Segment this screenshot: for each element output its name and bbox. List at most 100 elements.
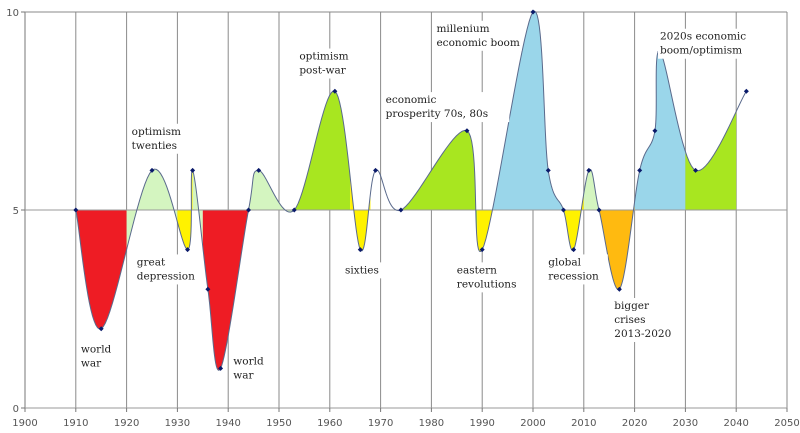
- annotation-label: bigger crises 2013-2020: [612, 298, 674, 342]
- region-bigger-crises-2013-2020: [599, 201, 635, 290]
- annotation-text: eastern: [457, 264, 497, 276]
- data-point: [373, 167, 379, 173]
- annotation-text: 2013-2020: [614, 328, 671, 340]
- region-world-war: [75, 210, 127, 329]
- x-tick-label: 1920: [114, 418, 139, 429]
- data-point: [98, 326, 104, 332]
- x-tick-label: 2040: [723, 418, 748, 429]
- annotation-label: world war: [231, 353, 268, 384]
- data-point: [560, 207, 566, 213]
- annotation-background: [78, 341, 115, 372]
- x-tick-label: 1980: [419, 418, 444, 429]
- x-tick-label: 1940: [215, 418, 240, 429]
- annotation-background: [297, 48, 353, 79]
- region-eastern-revolutions: [477, 210, 493, 252]
- region-optimism-twenties: [126, 169, 178, 250]
- annotation-label: optimism twenties: [129, 123, 185, 154]
- annotation-label: optimism post-war: [297, 48, 353, 79]
- x-tick-labels: 1900 1910 1920 1930 1940 1950 1960 1970 1980 1990…: [12, 418, 799, 429]
- annotation-text: boom/optimism: [660, 45, 742, 57]
- y-tick-label: 10: [6, 8, 19, 19]
- annotation-background: [612, 298, 674, 342]
- data-point: [616, 286, 622, 292]
- annotation-text: prosperity 70s, 80s: [386, 108, 488, 120]
- x-tick-label: 1950: [266, 418, 291, 429]
- x-tick-label: 1900: [12, 418, 37, 429]
- annotation-background: [231, 353, 268, 384]
- annotation-text: economic boom: [436, 37, 519, 49]
- data-point: [246, 207, 252, 213]
- data-point: [190, 167, 196, 173]
- annotation-background: [383, 92, 510, 123]
- annotation-text: bigger: [614, 300, 650, 312]
- annotation-background: [129, 123, 185, 154]
- region-optimism-post-war: [294, 91, 351, 211]
- annotation-text: great: [137, 256, 166, 268]
- data-point: [596, 207, 602, 213]
- data-point: [185, 247, 191, 253]
- x-tick-label: 2010: [571, 418, 596, 429]
- data-point: [652, 128, 658, 134]
- annotation-background: [434, 20, 522, 51]
- annotation-text: depression: [137, 270, 195, 282]
- region-millenium-economic-boom: [492, 11, 564, 211]
- series-line: [75, 10, 747, 371]
- annotation-text: global: [548, 256, 581, 268]
- region-sixties: [350, 176, 371, 251]
- annotation-label: world war: [78, 341, 115, 372]
- x-tick-label: 2020: [622, 418, 647, 429]
- x-tick-label: 2000: [520, 418, 545, 429]
- annotation-label: eastern revolutions: [454, 262, 530, 293]
- annotation-text: world: [233, 355, 264, 367]
- data-point: [530, 9, 536, 15]
- data-point: [357, 247, 363, 253]
- region-segment-15: [685, 111, 737, 210]
- annotation-background: [546, 254, 608, 285]
- data-point: [464, 128, 470, 134]
- y-tick-label: 5: [13, 206, 19, 217]
- annotation-background: [134, 254, 203, 285]
- data-point: [545, 167, 551, 173]
- data-point: [205, 286, 211, 292]
- data-point: [149, 167, 155, 173]
- data-point: [73, 207, 79, 213]
- data-point: [218, 365, 224, 371]
- data-point: [586, 167, 592, 173]
- annotation-text: optimism: [299, 51, 348, 63]
- annotation-text: post-war: [299, 65, 346, 77]
- region-great-depression: [177, 170, 193, 250]
- region-economic-prosperity-70s-80s: [400, 130, 478, 241]
- region-segment-5: [248, 170, 295, 213]
- annotation-label: economic prosperity 70s, 80s: [383, 92, 510, 123]
- annotation-text: sixties: [345, 264, 379, 276]
- y-tick-labels: 0 5 10: [6, 8, 19, 415]
- data-point: [398, 207, 404, 213]
- data-point: [256, 167, 262, 173]
- annotation-text: crises: [614, 314, 645, 326]
- annotation-label: global recession: [546, 254, 608, 285]
- region-world-war: [202, 209, 249, 371]
- data-point: [693, 167, 699, 173]
- y-tick-label: 0: [13, 404, 19, 415]
- annotation-text: millenium: [436, 23, 489, 35]
- annotation-text: 2020s economic: [660, 31, 746, 43]
- annotation-label: great depression: [134, 254, 203, 285]
- colored-regions: [75, 11, 737, 371]
- annotation-background: [658, 28, 752, 59]
- x-tick-label: 1910: [63, 418, 88, 429]
- data-point: [291, 207, 297, 213]
- annotation-label: sixties: [343, 262, 392, 279]
- x-tick-label: 1960: [317, 418, 342, 429]
- x-tick-label: 1990: [469, 418, 494, 429]
- mood-curve: [75, 10, 747, 371]
- x-tick-label: 2050: [774, 418, 799, 429]
- x-tick-label: 1930: [165, 418, 190, 429]
- data-markers: [73, 9, 749, 371]
- annotation-text: economic: [386, 94, 437, 106]
- annotation-text: revolutions: [457, 278, 517, 290]
- annotation-background: [343, 262, 392, 279]
- annotation-label: 2020s economic boom/optimism: [658, 28, 752, 59]
- region-segment-3: [192, 170, 203, 247]
- x-tick-label: 2030: [673, 418, 698, 429]
